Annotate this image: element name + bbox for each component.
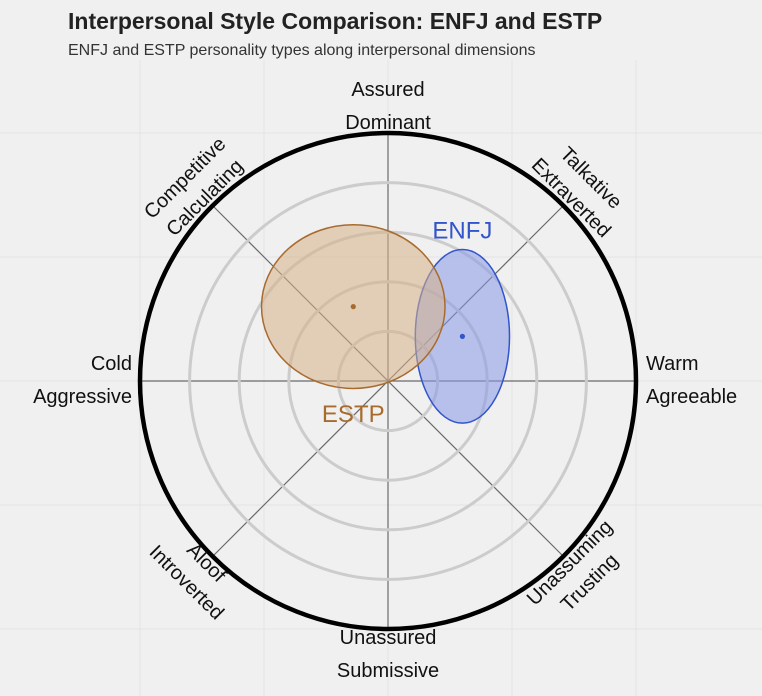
series-layer: ENFJ ESTP [260, 218, 511, 428]
axis-label-line: Agreeable [646, 386, 737, 408]
axis-label-left: Cold Aggressive [33, 353, 132, 408]
outer-circle [137, 130, 639, 632]
outer-circle-layer [137, 130, 639, 632]
axis-label-line: Aggressive [33, 386, 132, 408]
axis-label-line: Submissive [337, 660, 439, 682]
axis-label-line: Assured [351, 79, 424, 101]
axis-label-bottom: Unassured Submissive [337, 627, 439, 682]
axis-label-right: Warm Agreeable [646, 353, 737, 408]
estp-label: ESTP [322, 401, 385, 428]
enfj-label: ENFJ [432, 218, 492, 245]
enfj-center-point [459, 333, 465, 339]
axis-label-top: Assured Dominant [345, 79, 431, 134]
chart-subtitle: ENFJ and ESTP personality types along in… [68, 42, 536, 59]
axis-label-line: Dominant [345, 112, 431, 134]
chart-title: Interpersonal Style Comparison: ENFJ and… [68, 8, 603, 34]
estp-center-point [350, 304, 356, 310]
axis-label-line: Unassured [340, 627, 437, 649]
grid-ring [188, 181, 588, 581]
axis-label-line: Warm [646, 353, 699, 375]
axis-label-line: Cold [91, 353, 132, 375]
